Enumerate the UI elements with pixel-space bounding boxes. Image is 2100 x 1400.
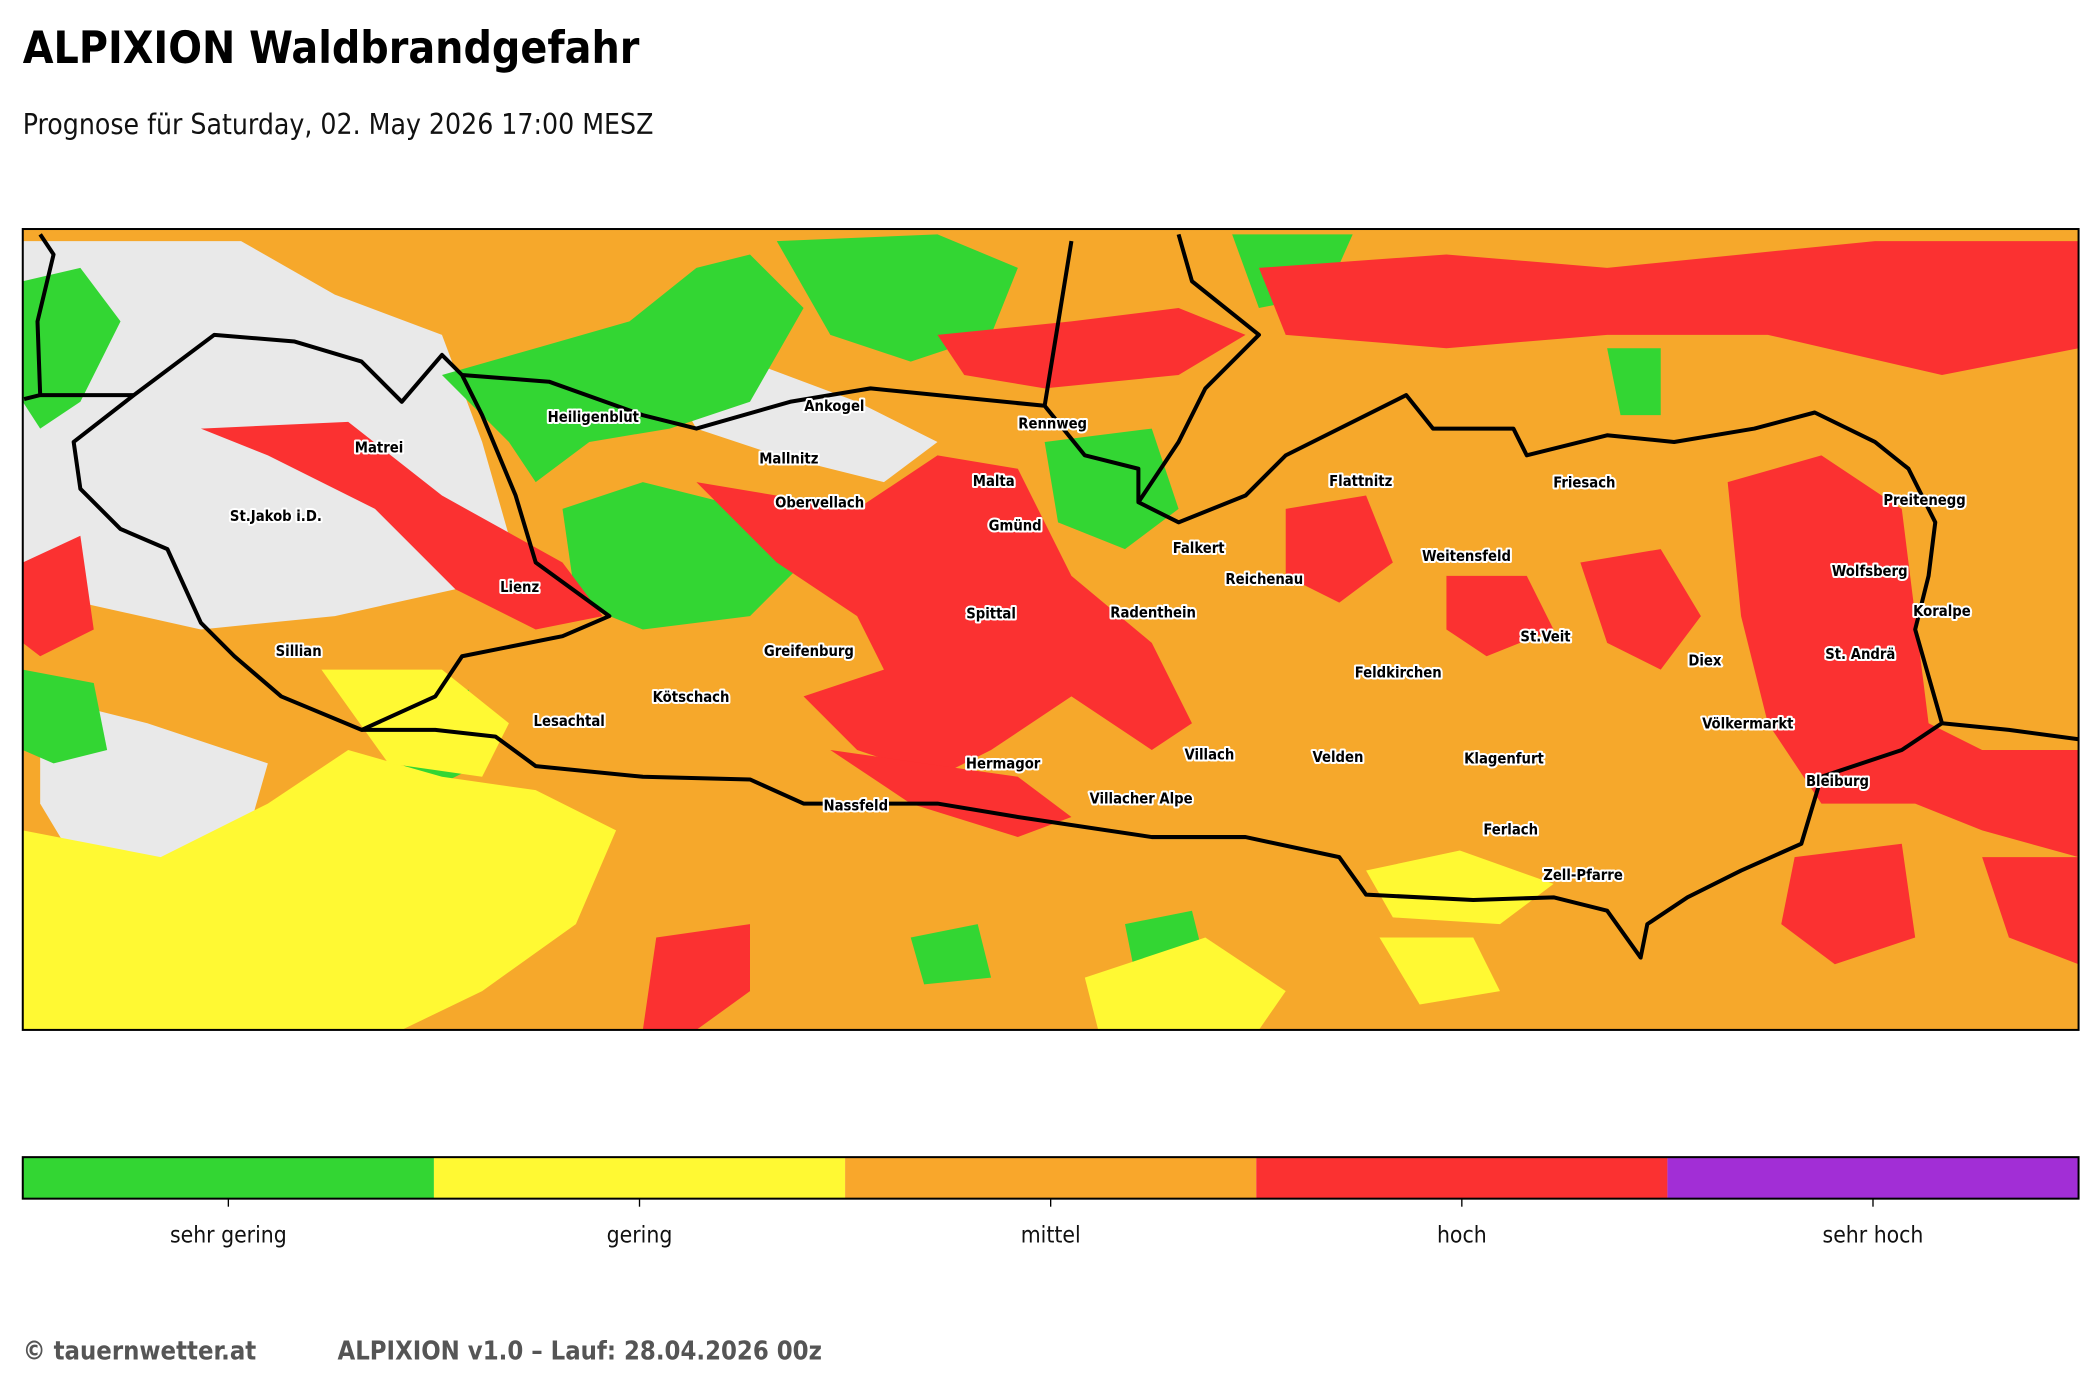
place-label: Zell-Pfarre (1543, 867, 1623, 884)
place-label: Malta (973, 473, 1015, 490)
place-label: Weitensfeld (1422, 548, 1511, 565)
legend-swatch (433, 1157, 846, 1199)
place-label: Bleiburg (1806, 773, 1869, 790)
place-label: Hermagor (966, 756, 1041, 773)
place-label: Radenthein (1110, 604, 1196, 621)
place-label: Villacher Alpe (1089, 791, 1192, 808)
legend-label: hoch (1437, 1223, 1487, 1249)
legend-swatch (1256, 1157, 1668, 1199)
place-label: Greifenburg (764, 643, 854, 660)
place-label: Preitenegg (1883, 492, 1965, 509)
place-label: Diex (1688, 653, 1722, 670)
place-label: Lesachtal (534, 713, 605, 730)
place-label: Feldkirchen (1355, 665, 1442, 682)
place-label: Koralpe (1913, 603, 1971, 620)
place-label: Gmünd (989, 517, 1042, 534)
place-label: Velden (1313, 749, 1364, 766)
place-label: Villach (1184, 746, 1234, 763)
place-label: St.Veit (1520, 629, 1571, 646)
legend-label: sehr hoch (1823, 1223, 1924, 1249)
place-label: Sillian (276, 643, 322, 660)
map (22, 229, 2079, 1030)
run-info: ALPIXION v1.0 – Lauf: 28.04.2026 00z (338, 1336, 822, 1366)
place-label: Flattnitz (1329, 473, 1392, 490)
legend-frame (21, 1156, 2080, 1200)
legend-label: mittel (1021, 1223, 1081, 1249)
legend-swatch (22, 1157, 434, 1199)
place-label: Reichenau (1225, 571, 1303, 588)
place-labels: Matrei St.Jakob i.D. Lienz Sillian Heiligenb… (228, 396, 1973, 886)
place-label: Nassfeld (824, 797, 889, 814)
legend-swatch (845, 1157, 1257, 1199)
place-label: Obervellach (775, 495, 864, 512)
place-label: Ferlach (1483, 821, 1538, 838)
place-label: Spittal (966, 606, 1016, 623)
place-label: Wolfsberg (1832, 563, 1908, 580)
copyright: © tauernwetter.at (23, 1336, 257, 1366)
place-label: Friesach (1553, 474, 1615, 491)
place-label: Falkert (1173, 540, 1226, 557)
place-label: Heiligenblut (548, 409, 640, 426)
title: ALPIXION Waldbrandgefahr (23, 23, 640, 74)
subtitle: Prognose für Saturday, 02. May 2026 17:0… (23, 108, 654, 141)
legend-swatch (1667, 1157, 2079, 1199)
legend-label: gering (607, 1223, 673, 1249)
place-label: St. Andrä (1825, 646, 1895, 663)
map-frame (21, 228, 2080, 1031)
place-label: Rennweg (1018, 416, 1087, 433)
legend-label: sehr gering (170, 1223, 287, 1249)
place-label: Mallnitz (759, 450, 818, 467)
place-label: Matrei (355, 440, 404, 457)
place-label: Klagenfurt (1464, 750, 1544, 767)
place-label: Völkermarkt (1702, 716, 1794, 733)
place-label: Ankogel (804, 398, 864, 415)
place-label: St.Jakob i.D. (230, 508, 322, 525)
legend: sehr gering gering mittel hoch sehr hoch (21, 1156, 2080, 1249)
place-label: Lienz (500, 579, 539, 596)
place-label: Kötschach (653, 689, 730, 706)
